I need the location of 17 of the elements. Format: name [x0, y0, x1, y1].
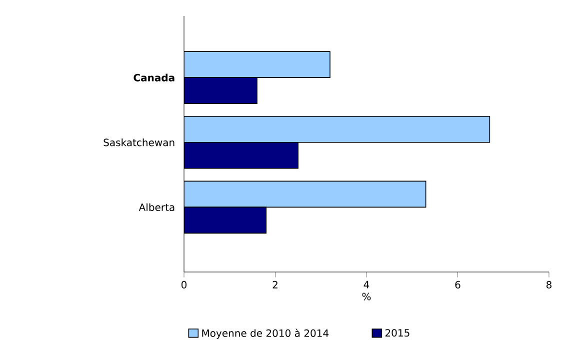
x-tick-label: 8: [546, 280, 552, 288]
bar: [184, 51, 330, 78]
y-tick-label: Canada: [134, 74, 174, 82]
x-tick-label: 4: [364, 280, 370, 288]
y-tick-label: Saskatchewan: [104, 138, 174, 146]
x-tick-label: 2: [272, 280, 278, 288]
legend-label: 2015: [385, 329, 410, 337]
bar: [184, 77, 258, 104]
bar: [184, 116, 490, 143]
legend-label: Moyenne de 2010 à 2014: [202, 328, 329, 339]
bar: [184, 142, 298, 169]
x-tick-label: 0: [181, 280, 187, 288]
bar: [184, 180, 426, 208]
y-tick-label: Alberta: [138, 203, 174, 212]
x-tick-label: 6: [455, 280, 460, 288]
x-axis-title: %: [362, 292, 371, 300]
bar: [184, 206, 267, 234]
